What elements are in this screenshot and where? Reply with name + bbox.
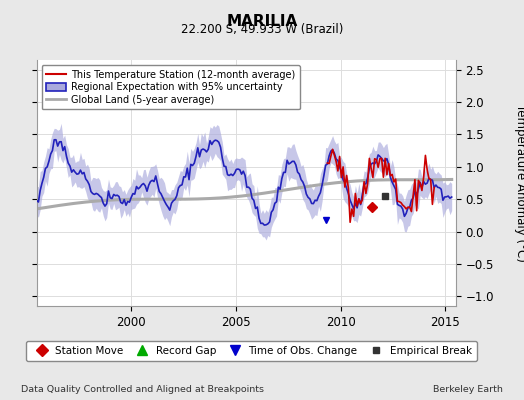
Legend: This Temperature Station (12-month average), Regional Expectation with 95% uncer: This Temperature Station (12-month avera… xyxy=(41,65,300,110)
Text: MARILIA: MARILIA xyxy=(226,14,298,29)
Text: Data Quality Controlled and Aligned at Breakpoints: Data Quality Controlled and Aligned at B… xyxy=(21,385,264,394)
Y-axis label: Temperature Anomaly (°C): Temperature Anomaly (°C) xyxy=(514,104,524,262)
Legend: Station Move, Record Gap, Time of Obs. Change, Empirical Break: Station Move, Record Gap, Time of Obs. C… xyxy=(26,341,477,361)
Text: 22.200 S, 49.933 W (Brazil): 22.200 S, 49.933 W (Brazil) xyxy=(181,23,343,36)
Text: Berkeley Earth: Berkeley Earth xyxy=(433,385,503,394)
